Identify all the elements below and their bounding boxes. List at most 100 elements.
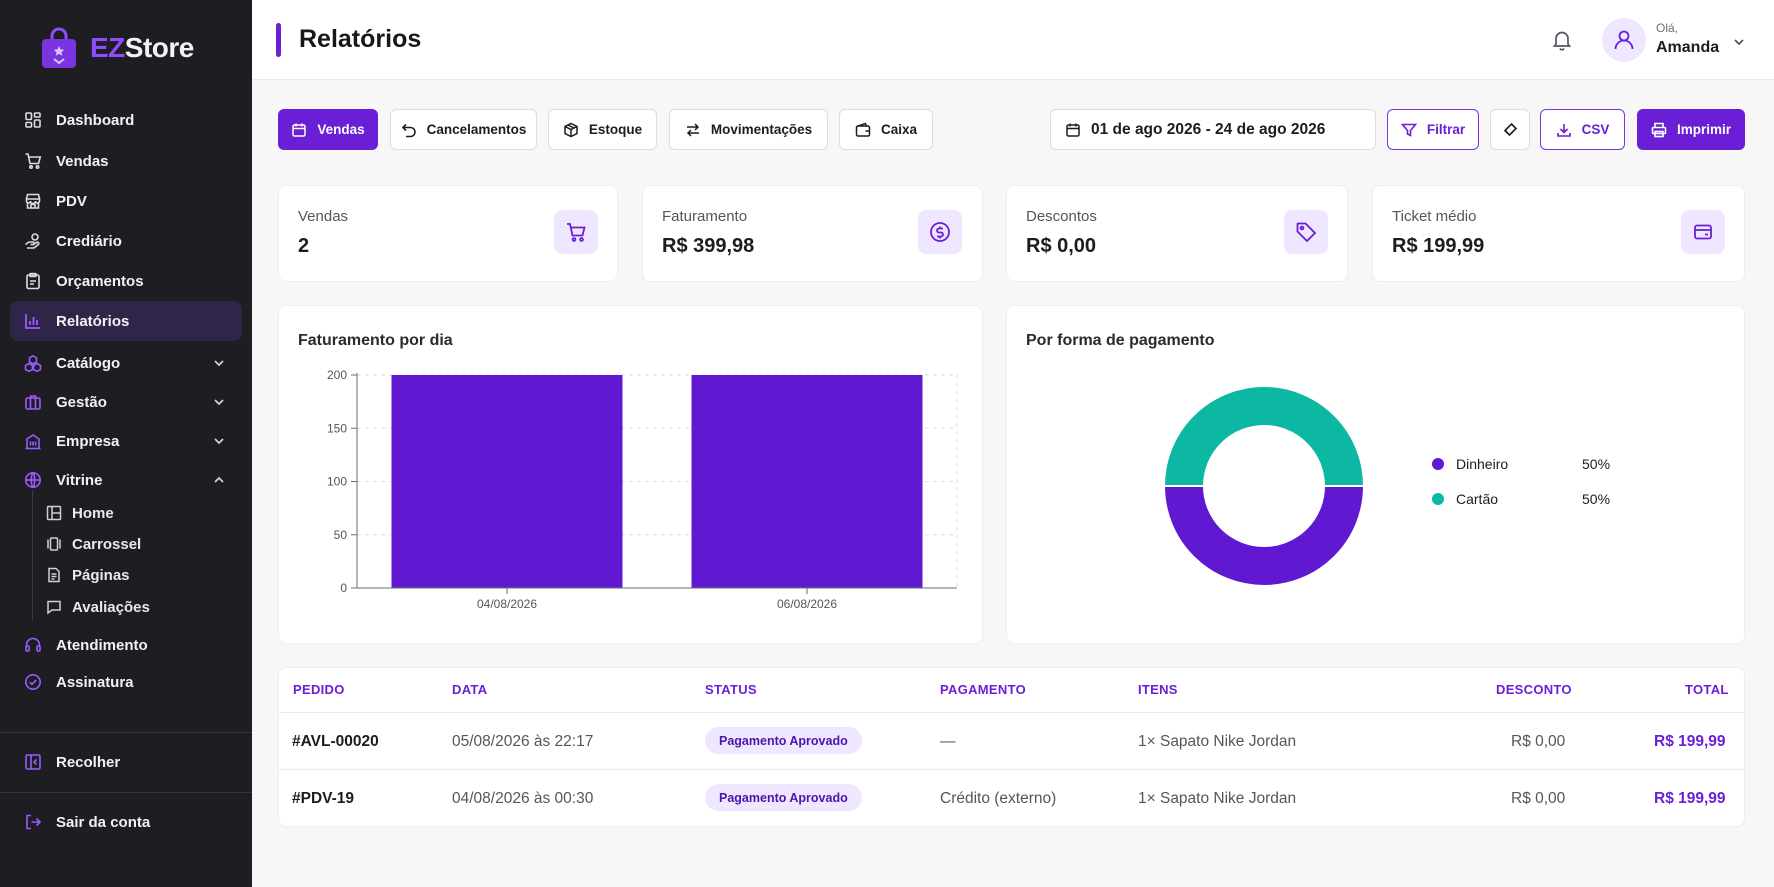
page-icon <box>48 567 60 583</box>
print-button[interactable]: Imprimir <box>1637 109 1745 150</box>
print-label: Imprimir <box>1676 122 1731 137</box>
sidebar-item-vitrine[interactable]: Vitrine <box>10 460 242 500</box>
sidebar-item-label: Relatórios <box>56 312 130 330</box>
date-range-picker[interactable]: 01 de ago 2026 - 24 de ago 2026 <box>1050 109 1376 150</box>
chevron-up-icon[interactable] <box>212 473 226 487</box>
cell-pedido[interactable]: #PDV-19 <box>292 790 355 807</box>
sidebar-subitem-label: Páginas <box>72 566 130 584</box>
stat-label: Ticket médio <box>1392 208 1477 225</box>
col-header-pagamento[interactable]: PAGAMENTO <box>940 682 1027 697</box>
collapse-sidebar-button[interactable]: Recolher <box>10 742 242 782</box>
col-header-itens[interactable]: ITENS <box>1138 682 1178 697</box>
filter-button[interactable]: Filtrar <box>1387 109 1479 150</box>
sidebar-item-crediario[interactable]: Crediário <box>10 221 242 261</box>
payment-donut-chart <box>1162 385 1366 587</box>
user-icon <box>1614 30 1634 50</box>
badge-check-icon <box>25 674 41 690</box>
chevron-down-icon[interactable] <box>1732 35 1746 49</box>
sidebar-item-pdv[interactable]: PDV <box>10 181 242 221</box>
tab-movimentacoes[interactable]: Movimentações <box>669 109 828 150</box>
cart-icon <box>25 153 42 170</box>
sidebar-item-catalogo[interactable]: Catálogo <box>10 343 242 383</box>
tab-cancelamentos[interactable]: Cancelamentos <box>390 109 537 150</box>
export-csv-button[interactable]: CSV <box>1540 109 1625 150</box>
briefcase-icon <box>25 395 41 410</box>
col-header-pedido[interactable]: PEDIDO <box>293 682 345 697</box>
cell-itens: 1× Sapato Nike Jordan <box>1138 733 1297 750</box>
comment-icon <box>47 600 61 615</box>
user-greeting: Olá, <box>1656 21 1679 35</box>
y-tick-label: 50 <box>334 528 348 542</box>
cell-pagamento: — <box>940 733 956 750</box>
arrows-icon <box>686 122 699 137</box>
logout-button[interactable]: Sair da conta <box>10 802 242 842</box>
col-header-data[interactable]: DATA <box>452 682 488 697</box>
x-tick-label: 06/08/2026 <box>777 597 837 611</box>
chevron-down-icon[interactable] <box>212 395 226 409</box>
bell-icon[interactable] <box>1552 29 1572 51</box>
sidebar-item-label: Vitrine <box>56 471 103 489</box>
user-name[interactable]: Amanda <box>1656 39 1720 56</box>
store-icon <box>25 193 41 209</box>
sidebar-item-dashboard[interactable]: Dashboard <box>10 100 242 140</box>
sidebar-item-empresa[interactable]: Empresa <box>10 421 242 461</box>
sidebar-subitem-home[interactable]: Home <box>36 498 114 528</box>
stat-value: R$ 199,99 <box>1392 235 1485 257</box>
sidebar-item-vendas[interactable]: Vendas <box>10 141 242 181</box>
cell-data: 04/08/2026 às 00:30 <box>452 790 594 807</box>
tab-vendas[interactable]: Vendas <box>278 109 378 150</box>
wallet-icon <box>855 122 871 137</box>
sidebar-divider <box>0 792 252 793</box>
sidebar-subitem-avaliacoes[interactable]: Avaliações <box>36 592 150 622</box>
sidebar-item-label: Atendimento <box>56 636 148 654</box>
date-range-value: 01 de ago 2026 - 24 de ago 2026 <box>1091 120 1326 138</box>
sidebar-subitem-label: Avaliações <box>72 598 150 616</box>
title-accent-bar <box>276 23 281 57</box>
calendar-icon <box>292 123 307 137</box>
sidebar-collapse-icon <box>25 754 41 770</box>
stat-card-faturamento: Faturamento R$ 399,98 <box>642 185 983 282</box>
submenu-guide-line <box>32 490 33 620</box>
tab-estoque[interactable]: Estoque <box>548 109 657 150</box>
cell-pedido[interactable]: #AVL-00020 <box>292 733 379 750</box>
sidebar-item-assinatura[interactable]: Assinatura <box>10 662 242 702</box>
cart-icon <box>554 210 598 254</box>
sidebar-item-orcamentos[interactable]: Orçamentos <box>10 261 242 301</box>
clear-filters-button[interactable] <box>1490 109 1530 150</box>
sidebar-item-label: PDV <box>56 192 87 210</box>
y-tick-label: 100 <box>327 475 347 489</box>
box-icon <box>564 122 578 137</box>
chevron-down-icon[interactable] <box>212 434 226 448</box>
cell-total: R$ 199,99 <box>1654 733 1726 750</box>
sidebar-item-label: Empresa <box>56 432 120 450</box>
sidebar-subitem-label: Home <box>72 504 114 522</box>
user-avatar[interactable] <box>1602 18 1646 62</box>
sidebar-item-relatorios[interactable]: Relatórios <box>10 301 242 341</box>
stat-card-vendas: Vendas 2 <box>278 185 618 282</box>
sidebar-subitem-paginas[interactable]: Páginas <box>36 560 130 590</box>
cell-itens: 1× Sapato Nike Jordan <box>1138 790 1297 807</box>
payment-chart-panel: Por forma de pagamento Dinheiro 50% Cart… <box>1006 305 1745 644</box>
sidebar-item-label: Assinatura <box>56 673 134 691</box>
sidebar-subitem-carrossel[interactable]: Carrossel <box>36 529 141 559</box>
filter-icon <box>1400 123 1417 137</box>
col-header-desconto[interactable]: DESCONTO <box>1496 682 1572 697</box>
tab-label: Movimentações <box>710 122 813 137</box>
grid-icon <box>25 112 41 128</box>
stat-card-ticket-medio: Ticket médio R$ 199,99 <box>1372 185 1745 282</box>
status-badge: Pagamento Aprovado <box>705 784 862 811</box>
col-header-status[interactable]: STATUS <box>705 682 757 697</box>
cell-pagamento: Crédito (externo) <box>940 790 1057 807</box>
printer-icon <box>1651 122 1667 137</box>
sidebar-item-atendimento[interactable]: Atendimento <box>10 625 242 665</box>
brand-logo[interactable]: EZStore <box>40 26 194 70</box>
cell-data: 05/08/2026 às 22:17 <box>452 733 594 750</box>
chevron-down-icon[interactable] <box>212 356 226 370</box>
col-header-total[interactable]: TOTAL <box>1685 682 1729 697</box>
stat-label: Faturamento <box>662 208 748 225</box>
globe-icon <box>25 472 41 488</box>
tab-caixa[interactable]: Caixa <box>839 109 933 150</box>
filter-label: Filtrar <box>1426 122 1466 137</box>
sidebar-item-gestao[interactable]: Gestão <box>10 382 242 422</box>
x-tick-label: 04/08/2026 <box>477 597 537 611</box>
